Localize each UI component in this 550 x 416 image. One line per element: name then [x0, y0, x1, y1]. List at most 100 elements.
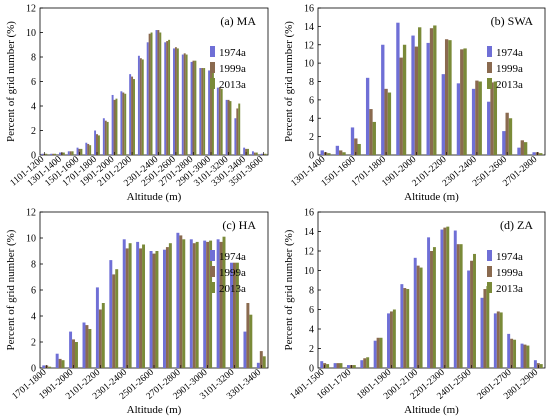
- y-tick-label: 2: [31, 126, 36, 137]
- y-tick-label: 10: [304, 59, 314, 70]
- bar-2013a-4: [80, 148, 83, 156]
- bar-1974a-3: [67, 151, 70, 155]
- bar-2013a-9: [124, 93, 127, 155]
- bar-1999a-3: [85, 325, 89, 368]
- bar-2013a-1: [339, 363, 343, 369]
- bar-1974a-7: [136, 241, 140, 368]
- bar-1999a-4: [78, 148, 81, 156]
- bar-1999a-11: [192, 243, 196, 368]
- bar-2013a-13: [499, 312, 503, 368]
- y-tick-label: 4: [31, 102, 36, 113]
- bar-1974a-3: [365, 77, 370, 155]
- bar-2013a-13: [523, 142, 528, 155]
- panel-title: (c) HA: [222, 218, 256, 232]
- chart-panel-1: 02468101214161301-14001501-16001701-1800…: [283, 4, 546, 203]
- bar-2013a-18: [203, 68, 206, 155]
- bar-1974a-9: [440, 229, 444, 368]
- legend-label-0: 1974a: [496, 251, 523, 263]
- bar-1974a-0: [320, 150, 324, 155]
- bar-1974a-6: [411, 35, 415, 156]
- bar-1974a-12: [203, 240, 207, 368]
- bar-1974a-4: [381, 44, 385, 155]
- bar-2013a-8: [115, 98, 118, 155]
- bar-1974a-9: [162, 249, 166, 368]
- bar-1999a-19: [210, 71, 212, 155]
- bar-2013a-15: [526, 345, 530, 368]
- bar-1999a-9: [460, 49, 464, 156]
- bar-2013a-3: [71, 151, 74, 155]
- bar-1999a-5: [112, 274, 116, 368]
- bar-1999a-3: [369, 109, 373, 155]
- bar-2013a-9: [463, 48, 467, 155]
- bar-1999a-4: [98, 309, 102, 368]
- bar-1974a-15: [173, 48, 175, 155]
- bar-1999a-10: [131, 76, 134, 155]
- legend-label-1: 1999a: [219, 63, 246, 75]
- bar-1974a-17: [190, 61, 193, 155]
- bar-1974a-0: [42, 365, 46, 368]
- bar-2013a-0: [48, 366, 52, 368]
- bar-2013a-5: [89, 145, 92, 155]
- bar-2013a-12: [150, 32, 153, 155]
- y-axis-label: Percent of grid number (%): [283, 21, 295, 142]
- bar-1999a-8: [430, 251, 433, 368]
- x-axis-label: Altitude (m): [404, 404, 459, 416]
- bar-1999a-6: [414, 46, 419, 156]
- y-tick-label: 8: [31, 260, 36, 271]
- bar-2013a-4: [379, 337, 383, 368]
- bar-1974a-10: [453, 230, 457, 368]
- bar-2013a-16: [539, 364, 543, 368]
- bar-2013a-9: [446, 226, 450, 369]
- bar-1999a-3: [69, 151, 72, 155]
- bar-2013a-14: [235, 262, 239, 368]
- bar-2013a-11: [195, 241, 199, 368]
- bar-1974a-13: [493, 313, 497, 368]
- bar-1974a-5: [396, 22, 400, 156]
- y-tick-label: 14: [304, 227, 314, 238]
- bar-2013a-3: [88, 329, 92, 368]
- bar-2013a-14: [513, 339, 517, 368]
- bar-1974a-4: [373, 340, 377, 368]
- bar-1974a-1: [55, 353, 59, 368]
- bar-1999a-8: [444, 39, 449, 155]
- bar-1974a-6: [122, 239, 126, 368]
- y-tick-label: 8: [31, 53, 36, 64]
- bar-1974a-1: [50, 153, 53, 155]
- bar-1974a-24: [251, 151, 254, 155]
- bar-1999a-11: [139, 58, 142, 155]
- bar-2013a-6: [97, 135, 100, 155]
- bar-1974a-20: [216, 87, 219, 156]
- bar-1974a-22: [234, 118, 237, 155]
- y-tick-label: 0: [31, 151, 36, 162]
- y-tick-label: 0: [309, 151, 314, 162]
- bar-2013a-3: [372, 121, 376, 155]
- bar-1999a-12: [206, 241, 210, 368]
- legend-label-2: 2013a: [496, 283, 523, 295]
- bar-1999a-10: [456, 244, 460, 368]
- bar-1999a-8: [152, 253, 156, 368]
- bar-1974a-4: [95, 287, 99, 368]
- bar-1999a-23: [245, 148, 248, 156]
- bar-1999a-12: [483, 289, 487, 368]
- bar-1999a-4: [376, 337, 380, 368]
- bar-2013a-10: [478, 81, 482, 155]
- legend-label-1: 1999a: [496, 63, 523, 75]
- legend-swatch-0: [487, 46, 492, 57]
- y-tick-label: 2: [31, 338, 36, 349]
- bar-1974a-8: [111, 94, 114, 155]
- bar-2013a-21: [229, 101, 232, 155]
- bar-1974a-15: [243, 331, 247, 368]
- bar-1999a-14: [233, 262, 236, 368]
- bar-2013a-15: [249, 314, 253, 368]
- bar-1974a-1: [333, 363, 337, 369]
- legend-label-2: 2013a: [219, 283, 246, 295]
- bar-2013a-24: [255, 152, 258, 155]
- y-tick-label: 12: [304, 247, 314, 258]
- bar-1999a-5: [399, 57, 403, 155]
- bar-1999a-7: [416, 265, 420, 369]
- bar-2013a-10: [459, 244, 463, 368]
- bar-2013a-12: [508, 118, 513, 155]
- y-tick-label: 12: [304, 40, 314, 51]
- legend-label-0: 1974a: [496, 47, 523, 59]
